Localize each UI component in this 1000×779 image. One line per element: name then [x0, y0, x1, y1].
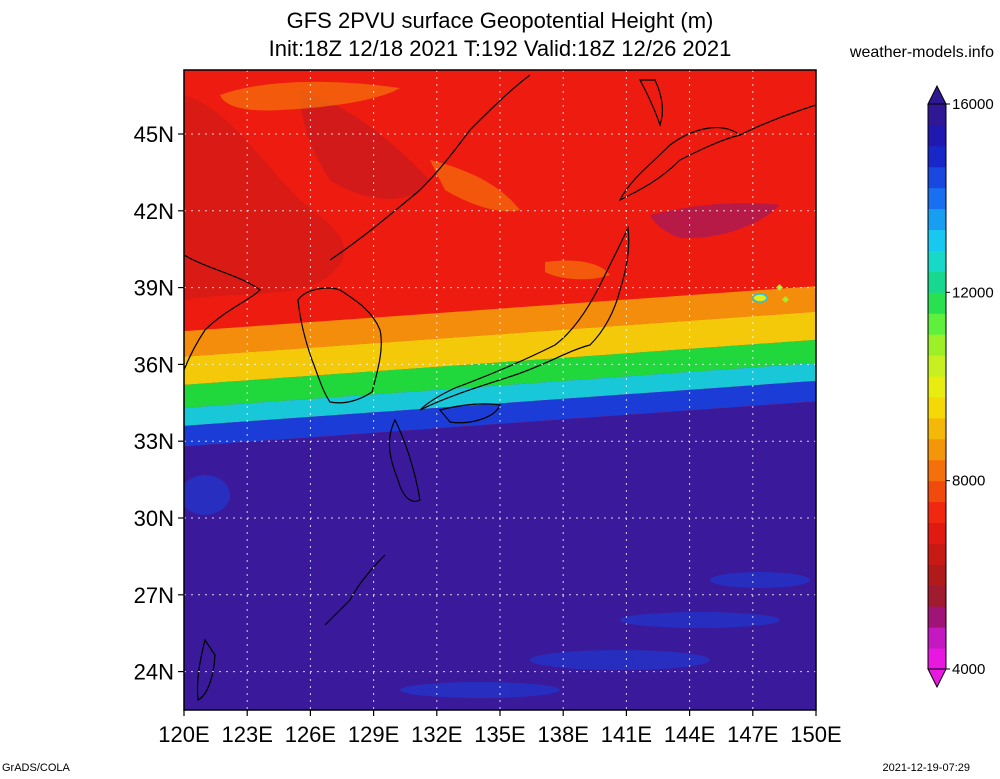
lat-tick-label: 24N: [134, 660, 174, 685]
gridlines: [184, 70, 816, 710]
footer-timestamp: 2021-12-19-07:29: [882, 762, 970, 774]
colorbar-swatch: [928, 376, 946, 398]
colorbar-swatch: [928, 334, 946, 356]
lon-tick-label: 147E: [727, 722, 778, 747]
honshu-coast: [419, 225, 630, 411]
lat-tick-label: 27N: [134, 583, 174, 608]
lat-tick-label: 36N: [134, 352, 174, 377]
coastlines: [184, 74, 816, 701]
colorbar-swatch: [928, 438, 946, 461]
colorbar-frame: [927, 103, 947, 670]
colorbar-swatch: [928, 355, 946, 377]
manchuria-coast: [329, 74, 531, 261]
sakhalin-coast: [639, 79, 664, 127]
colorbar: 4000 8000 12000 16000: [927, 84, 994, 689]
kuril-chain: [739, 104, 816, 136]
plot-area: [184, 70, 816, 710]
colorbar-label: 8000: [952, 473, 985, 490]
colorbar-swatch: [928, 124, 946, 147]
korea-coast: [297, 287, 382, 404]
colorbar-swatch: [928, 229, 946, 251]
colorbar-max-arrow: [927, 84, 947, 105]
jet-streak: [220, 81, 400, 111]
colorbar-swatch: [928, 104, 946, 126]
colorbar-swatch: [928, 166, 946, 189]
low-height-region: [184, 95, 345, 300]
colorbar-swatch: [928, 480, 946, 503]
low-height-region: [300, 90, 430, 199]
lat-tick-label: 30N: [134, 506, 174, 531]
colorbar-swatch: [928, 627, 946, 649]
lon-tick-label: 129E: [348, 722, 399, 747]
height-band: [184, 362, 816, 426]
height-band: [184, 286, 816, 357]
colorbar-swatch: [928, 522, 946, 544]
lat-tick-label: 33N: [134, 429, 174, 454]
height-band: [184, 311, 816, 385]
lon-tick-label: 144E: [664, 722, 715, 747]
lon-tick-label: 135E: [474, 722, 525, 747]
jet-streak: [545, 260, 610, 280]
lon-tick-label: 132E: [411, 722, 462, 747]
colorbar-swatch: [928, 585, 946, 607]
colorbar-swatch: [928, 187, 946, 210]
colorbar-swatch: [928, 271, 946, 293]
ryukyu-chain: [324, 554, 386, 626]
lon-tick-label: 138E: [538, 722, 589, 747]
colorbar-min-arrow: [927, 668, 947, 689]
colorbar-swatch: [928, 501, 946, 524]
colorbar-swatch: [928, 396, 946, 419]
height-band: [184, 339, 816, 408]
site-label: weather-models.info: [849, 44, 994, 61]
map-title: GFS 2PVU surface Geopotential Height (m): [286, 8, 714, 33]
lat-tick-label: 45N: [134, 122, 174, 147]
colorbar-swatch: [928, 313, 946, 335]
lat-axis: 24N 27N 30N 33N 36N 39N 42N 45N: [134, 122, 184, 685]
footer-credit: GrADS/COLA: [2, 762, 70, 774]
height-band: [184, 401, 816, 710]
colorbar-swatch: [928, 459, 946, 482]
lon-axis: 120E 123E 126E 129E 132E 135E 138E 141E 144E 147E…: [158, 710, 842, 747]
colorbar-label: 12000: [952, 284, 994, 301]
colorbar-swatch: [928, 564, 946, 586]
colorbar-swatch: [928, 648, 946, 670]
colorbar-label: 4000: [952, 661, 985, 678]
lon-tick-label: 150E: [790, 722, 841, 747]
tropical-speckles: [184, 475, 810, 698]
lon-tick-label: 120E: [158, 722, 209, 747]
lat-tick-label: 42N: [134, 199, 174, 224]
colorbar-swatch: [928, 417, 946, 440]
colorbar-swatch: [928, 145, 946, 168]
lon-tick-label: 123E: [222, 722, 273, 747]
map-subtitle: Init:18Z 12/18 2021 T:192 Valid:18Z 12/2…: [268, 36, 732, 61]
colorbar-swatch: [928, 208, 946, 231]
kyushu-coast: [388, 418, 421, 502]
low-height-region: [650, 203, 780, 239]
lon-tick-label: 141E: [601, 722, 652, 747]
shikoku-coast: [438, 403, 501, 424]
china-coast: [184, 254, 261, 371]
colorbar-label: 16000: [952, 96, 994, 113]
lat-tick-label: 39N: [134, 276, 174, 301]
hokkaido-coast: [618, 127, 742, 202]
colorbar-swatch: [928, 543, 946, 565]
taiwan-coast: [196, 638, 216, 701]
lon-tick-label: 126E: [285, 722, 336, 747]
colorbar-swatch: [928, 250, 946, 272]
colorbar-swatch: [928, 292, 946, 314]
jet-streak: [430, 160, 520, 212]
colorbar-swatch: [928, 606, 946, 628]
